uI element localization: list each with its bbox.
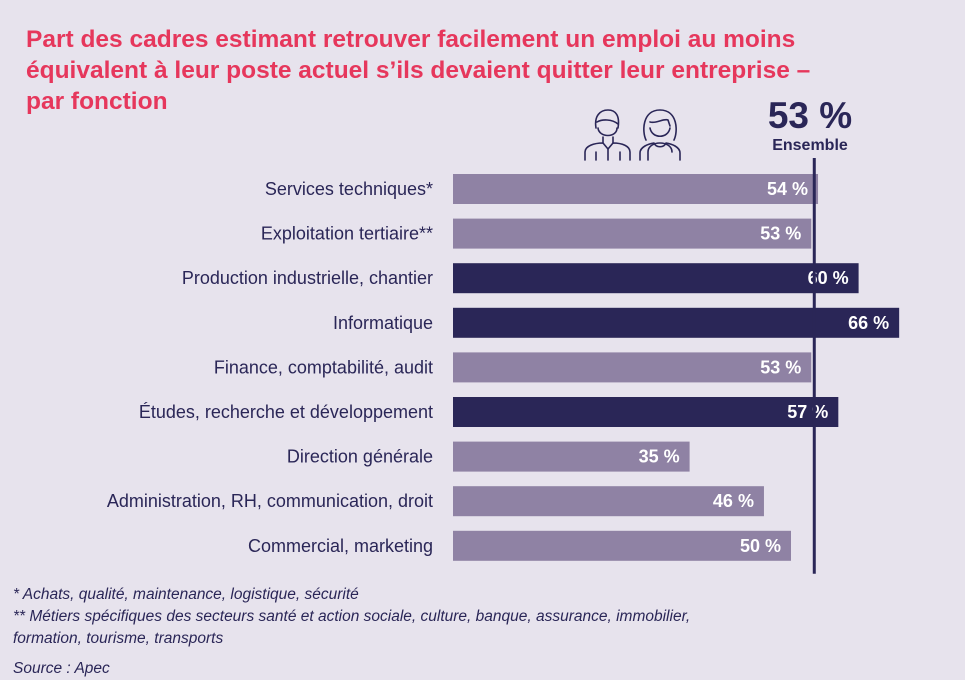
footnote: ** Métiers spécifiques des secteurs sant… bbox=[13, 608, 691, 625]
source-note: Source : Apec bbox=[13, 660, 110, 677]
overall-indicator: 53 % Ensemble bbox=[740, 96, 880, 156]
value-label: 60 % bbox=[808, 268, 849, 288]
category-label: Études, recherche et développement bbox=[139, 402, 433, 422]
bar bbox=[453, 441, 690, 472]
category-label: Commercial, marketing bbox=[248, 536, 433, 556]
value-label: 57 % bbox=[787, 402, 828, 422]
people-icons bbox=[582, 106, 688, 167]
man-icon bbox=[584, 109, 631, 161]
value-label: 50 % bbox=[740, 536, 781, 556]
category-label: Finance, comptabilité, audit bbox=[214, 357, 433, 377]
bar bbox=[453, 397, 839, 427]
title-line: par fonction bbox=[26, 88, 168, 115]
footnote: * Achats, qualité, maintenance, logistiq… bbox=[13, 586, 359, 603]
bar bbox=[453, 530, 791, 561]
title-line: Part des cadres estimant retrouver facil… bbox=[26, 26, 796, 53]
category-label: Direction générale bbox=[287, 447, 433, 467]
woman-icon bbox=[639, 109, 681, 161]
chart-title: Part des cadres estimant retrouver facil… bbox=[26, 24, 926, 117]
category-label: Services techniques* bbox=[265, 179, 433, 199]
bar bbox=[453, 174, 819, 204]
footnote: formation, tourisme, transports bbox=[13, 630, 224, 647]
value-label: 53 % bbox=[760, 224, 801, 244]
bar bbox=[453, 218, 812, 249]
bar bbox=[453, 263, 859, 294]
value-label: 35 % bbox=[639, 447, 680, 467]
overall-value: 53 % bbox=[767, 95, 853, 136]
category-label: Informatique bbox=[333, 313, 433, 333]
value-label: 46 % bbox=[713, 491, 754, 511]
footnotes: * Achats, qualité, maintenance, logistiq… bbox=[13, 584, 953, 680]
category-label: Production industrielle, chantier bbox=[182, 268, 433, 288]
bar bbox=[453, 486, 764, 517]
value-label: 53 % bbox=[760, 357, 801, 377]
bar bbox=[453, 307, 900, 338]
bar bbox=[453, 352, 812, 383]
category-label: Administration, RH, communication, droit bbox=[107, 491, 433, 511]
value-label: 54 % bbox=[767, 179, 808, 199]
overall-label: Ensemble bbox=[772, 137, 848, 154]
people-icons-svg bbox=[584, 109, 681, 161]
category-label: Exploitation tertiaire** bbox=[261, 224, 433, 244]
title-line: équivalent à leur poste actuel s’ils dev… bbox=[26, 57, 811, 84]
value-label: 66 % bbox=[848, 313, 889, 333]
